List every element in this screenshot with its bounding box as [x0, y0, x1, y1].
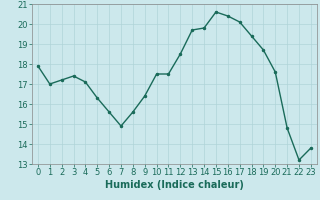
X-axis label: Humidex (Indice chaleur): Humidex (Indice chaleur) [105, 180, 244, 190]
